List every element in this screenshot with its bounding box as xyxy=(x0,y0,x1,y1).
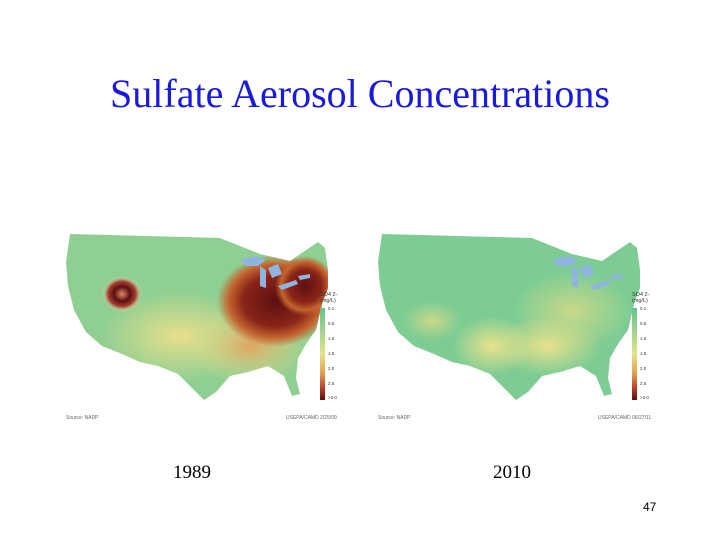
legend-tick: 2.5 xyxy=(640,381,647,386)
map-1989-graphic xyxy=(66,234,328,400)
legend-tick: 2.0 xyxy=(328,366,335,371)
legend-tick: 2.5 xyxy=(328,381,335,386)
legend-tick: >3.0 xyxy=(640,395,649,400)
map-source: Source: NADP xyxy=(378,415,411,421)
legend-1989: SO4 2- (mg/L) 0.1 0.5 1.0 1.5 2.0 2.5 >3… xyxy=(320,292,352,404)
legend-tick: 1.0 xyxy=(640,336,647,341)
legend-tick: 0.5 xyxy=(328,321,335,326)
map-2010: SO4 2- (mg/L) 0.1 0.5 1.0 1.5 2.0 2.5 >3… xyxy=(372,226,664,432)
legend-colorbar xyxy=(320,308,325,400)
map-code: USEPA/CAMD 2/25/09 xyxy=(286,415,337,421)
legend-tick: >3.0 xyxy=(328,395,337,400)
map-2010-graphic xyxy=(378,234,640,400)
year-label-1989: 1989 xyxy=(173,462,211,483)
page-number: 47 xyxy=(643,500,657,514)
legend-tick: 1.0 xyxy=(328,336,335,341)
legend-2010: SO4 2- (mg/L) 0.1 0.5 1.0 1.5 2.0 2.5 >3… xyxy=(632,292,664,404)
legend-colorbar xyxy=(632,308,637,400)
legend-tick: 0.1 xyxy=(640,306,647,311)
map-source: Source: NADP xyxy=(66,415,99,421)
map-1989: SO4 2- (mg/L) 0.1 0.5 1.0 1.5 2.0 2.5 >3… xyxy=(60,226,352,432)
slide-title: Sulfate Aerosol Concentrations xyxy=(110,71,610,116)
legend-unit: SO4 2- (mg/L) xyxy=(320,292,338,304)
legend-unit: SO4 2- (mg/L) xyxy=(632,292,650,304)
legend-tick: 0.5 xyxy=(640,321,647,326)
year-label-2010: 2010 xyxy=(493,462,531,483)
legend-tick: 0.1 xyxy=(328,306,335,311)
legend-tick: 1.5 xyxy=(328,351,335,356)
legend-tick: 1.5 xyxy=(640,351,647,356)
legend-tick: 2.0 xyxy=(640,366,647,371)
map-code: USEPA/CAMD 06/27/11 xyxy=(598,415,652,421)
